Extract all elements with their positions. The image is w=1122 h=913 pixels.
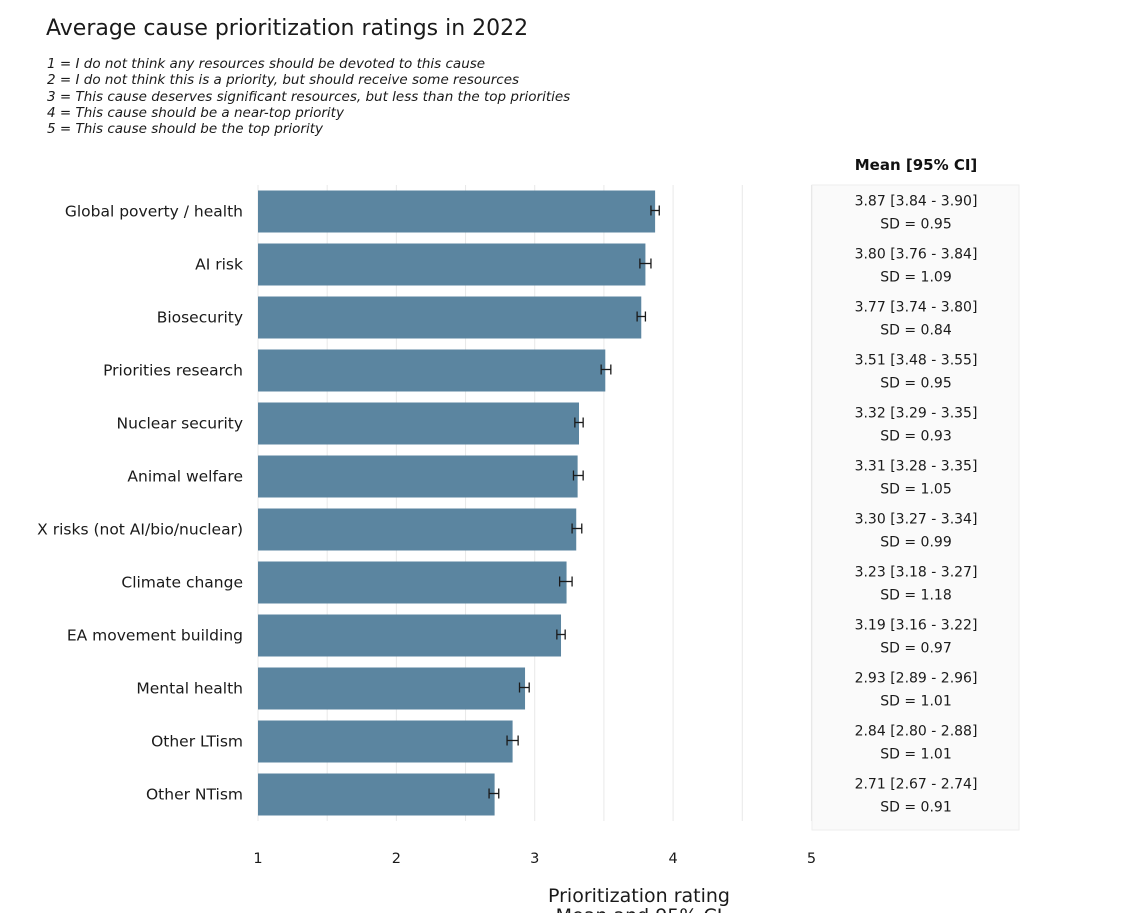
x-tick-label: 2 bbox=[392, 851, 401, 867]
stat-sd: SD = 1.09 bbox=[880, 270, 951, 286]
legend-line: 4 = This cause should be a near-top prio… bbox=[47, 104, 344, 121]
category-label: X risks (not AI/bio/nuclear) bbox=[37, 521, 243, 539]
legend-line: 3 = This cause deserves significant reso… bbox=[47, 88, 571, 105]
bar bbox=[258, 667, 526, 710]
stat-mean-ci: 3.23 [3.18 - 3.27] bbox=[855, 565, 978, 581]
category-label: Biosecurity bbox=[157, 309, 243, 327]
bar bbox=[258, 296, 642, 339]
category-label: Mental health bbox=[136, 680, 243, 698]
stat-mean-ci: 3.51 [3.48 - 3.55] bbox=[855, 353, 978, 369]
bar bbox=[258, 614, 562, 657]
stat-mean-ci: 3.32 [3.29 - 3.35] bbox=[855, 406, 978, 422]
stat-sd: SD = 1.18 bbox=[880, 588, 951, 604]
stat-sd: SD = 1.01 bbox=[880, 694, 951, 710]
gridlines bbox=[257, 185, 812, 821]
stat-sd: SD = 0.84 bbox=[880, 323, 952, 339]
category-label: Nuclear security bbox=[117, 415, 243, 433]
category-label: Other NTism bbox=[146, 786, 243, 804]
stat-sd: SD = 1.01 bbox=[880, 747, 951, 763]
x-tick-labels: 1 2 3 4 5 bbox=[253, 851, 816, 867]
bar bbox=[258, 455, 578, 498]
stat-mean-ci: 2.84 [2.80 - 2.88] bbox=[855, 724, 978, 740]
stats-panel-background bbox=[811, 184, 1020, 831]
stat-mean-ci: 2.93 [2.89 - 2.96] bbox=[855, 671, 978, 687]
bar bbox=[258, 402, 580, 445]
bar bbox=[258, 561, 567, 604]
category-label: EA movement building bbox=[67, 627, 243, 645]
stat-sd: SD = 0.95 bbox=[880, 217, 951, 233]
x-tick-label: 3 bbox=[530, 851, 539, 867]
bar bbox=[258, 773, 495, 816]
stat-sd: SD = 0.91 bbox=[880, 800, 951, 816]
legend-line: 2 = I do not think this is a priority, b… bbox=[47, 72, 520, 89]
category-label: Other LTism bbox=[151, 733, 243, 751]
legend-line: 5 = This cause should be the top priorit… bbox=[47, 121, 323, 138]
stat-mean-ci: 3.31 [3.28 - 3.35] bbox=[855, 459, 978, 475]
stat-sd: SD = 0.97 bbox=[880, 641, 951, 657]
stat-sd: SD = 1.05 bbox=[880, 482, 951, 498]
rating-legend: 1 = I do not think any resources should … bbox=[47, 56, 570, 137]
bar bbox=[258, 720, 513, 763]
bar bbox=[258, 190, 656, 233]
bar bbox=[258, 243, 646, 286]
stat-mean-ci: 2.71 [2.67 - 2.74] bbox=[855, 777, 978, 793]
stats-panel: 3.87 [3.84 - 3.90] SD = 0.95 3.80 [3.76 - … bbox=[855, 194, 978, 816]
bar bbox=[258, 508, 577, 551]
stats-panel-header: Mean [95% CI] bbox=[855, 156, 978, 174]
error-bars bbox=[488, 205, 660, 799]
x-tick-label: 1 bbox=[253, 851, 262, 867]
category-label: Global poverty / health bbox=[65, 203, 243, 221]
stat-mean-ci: 3.80 [3.76 - 3.84] bbox=[855, 247, 978, 263]
stat-sd: SD = 0.99 bbox=[880, 535, 951, 551]
bars bbox=[258, 190, 656, 816]
stat-mean-ci: 3.87 [3.84 - 3.90] bbox=[855, 194, 978, 210]
category-label: AI risk bbox=[195, 256, 243, 274]
stat-sd: SD = 0.95 bbox=[880, 376, 951, 392]
x-tick-label: 4 bbox=[668, 851, 677, 867]
legend-line: 1 = I do not think any resources should … bbox=[47, 56, 486, 72]
category-labels: Global poverty / health AI risk Biosecurit… bbox=[37, 203, 243, 804]
x-axis-subtitle: Mean and 95% CI bbox=[556, 905, 723, 913]
stat-mean-ci: 3.30 [3.27 - 3.34] bbox=[855, 512, 978, 528]
stat-mean-ci: 3.77 [3.74 - 3.80] bbox=[855, 300, 978, 316]
bar bbox=[258, 349, 606, 392]
chart-title: Average cause prioritization ratings in … bbox=[46, 16, 529, 41]
category-label: Climate change bbox=[121, 574, 243, 592]
category-label: Animal welfare bbox=[127, 468, 243, 486]
x-axis-title: Prioritization rating bbox=[548, 885, 730, 907]
x-tick-label: 5 bbox=[807, 851, 816, 867]
category-label: Priorities research bbox=[103, 362, 243, 380]
stat-mean-ci: 3.19 [3.16 - 3.22] bbox=[855, 618, 978, 634]
stat-sd: SD = 0.93 bbox=[880, 429, 951, 445]
